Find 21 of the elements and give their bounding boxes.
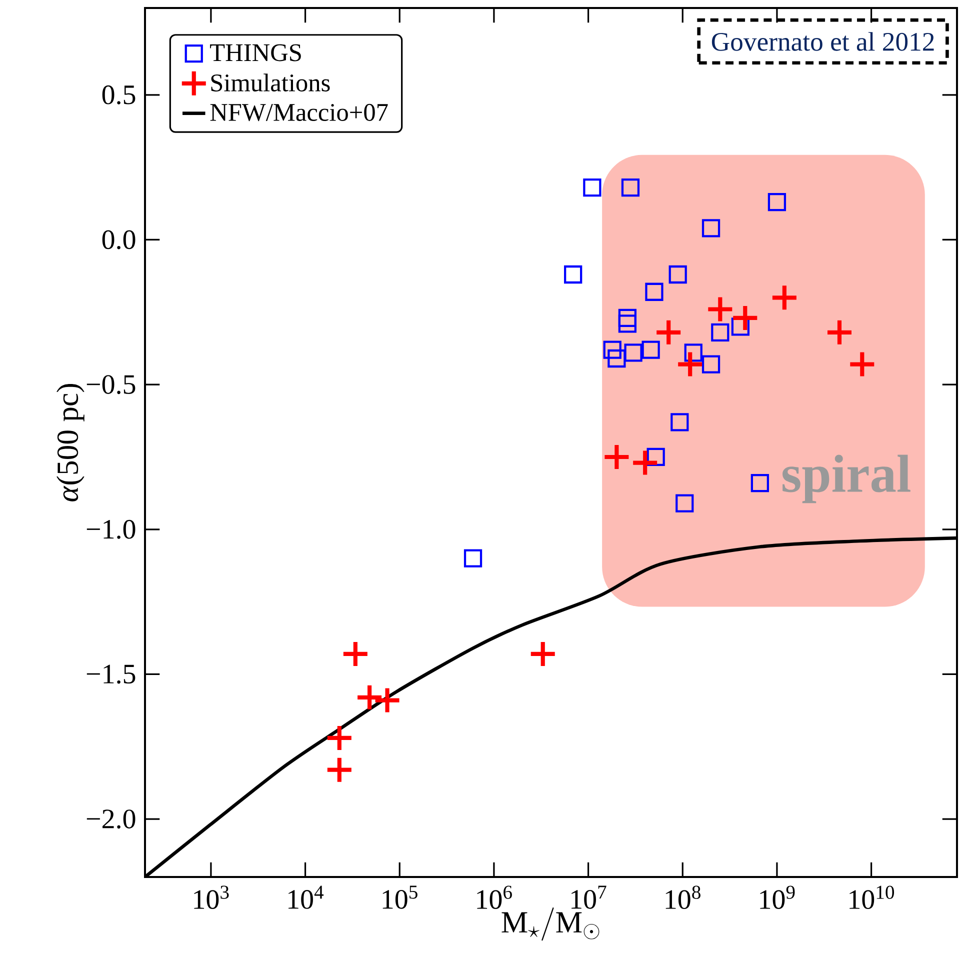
x-tick-label: 10$^{9}$ — [760, 886, 795, 909]
x-tick-label: 10$^{7}$ — [572, 886, 606, 909]
legend-label: THINGS — [210, 44, 301, 62]
y-tick-label: 0.5 — [102, 85, 136, 104]
x-tick-label: 10$^{5}$ — [382, 886, 418, 909]
y-tick-label: −1.5 — [86, 664, 136, 684]
x-tick-label: 10$^{4}$ — [288, 886, 324, 909]
x-tick-label: 10$^{3}$ — [194, 886, 229, 909]
x-tick-label: 10$^{10}$ — [850, 886, 894, 910]
legend-label: Simulations — [211, 74, 330, 92]
x-tick-label: 10$^{6}$ — [477, 886, 512, 909]
legend-label: NFW/Maccio+07 — [210, 104, 388, 122]
y-tick-label: −0.5 — [86, 375, 136, 394]
x-tick-label: 10$^{8}$ — [666, 886, 700, 910]
x-axis-title: $\mathrm{M}_\star/\mathrm{M}_\odot$ — [502, 908, 600, 941]
y-tick-label: −1.0 — [86, 520, 136, 539]
band-label: spiral — [782, 454, 910, 504]
y-tick-label: −2.0 — [86, 810, 136, 829]
y-tick-label: 0.0 — [102, 230, 136, 250]
y-axis-title: α(500 pc) — [56, 384, 84, 502]
annotation: Governato et al 2012 — [712, 32, 934, 51]
